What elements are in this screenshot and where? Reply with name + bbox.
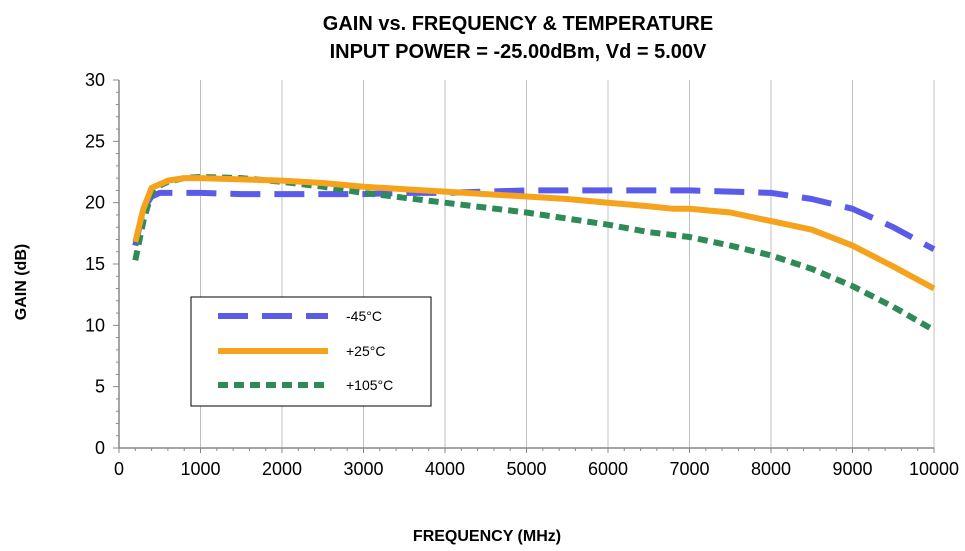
x-tick-label: 3000	[343, 459, 383, 479]
x-tick-label: 10000	[909, 459, 959, 479]
legend-label-minus45c: -45°C	[346, 308, 382, 324]
legend-label-plus25c: +25°C	[346, 343, 385, 359]
x-tick-label: 9000	[832, 459, 872, 479]
x-tick-label: 5000	[506, 459, 546, 479]
x-tick-label: 0	[114, 459, 124, 479]
y-tick-label: 0	[95, 438, 105, 458]
y-tick-label: 5	[95, 377, 105, 397]
legend: -45°C +25°C +105°C	[190, 296, 432, 407]
tick-labels: 0 1000 2000 3000 4000 5000 6000 7000 8000 9000 100…	[85, 70, 959, 479]
x-tick-label: 1000	[180, 459, 220, 479]
y-tick-label: 10	[85, 315, 105, 335]
y-tick-label: 25	[85, 131, 105, 151]
x-tick-label: 6000	[588, 459, 628, 479]
chart-title: GAIN vs. FREQUENCY & TEMPERATURE	[323, 13, 713, 35]
legend-label-plus105c: +105°C	[346, 377, 393, 393]
y-tick-label: 15	[85, 254, 105, 274]
chart-subtitle: INPUT POWER = -25.00dBm, Vd = 5.00V	[330, 41, 707, 63]
y-axis-title: GAIN (dB)	[13, 244, 30, 320]
x-tick-label: 2000	[262, 459, 302, 479]
axes	[113, 79, 935, 453]
x-tick-label: 8000	[751, 459, 791, 479]
y-tick-label: 30	[85, 70, 105, 90]
x-axis-title: FREQUENCY (MHz)	[413, 528, 561, 545]
series-line-minus45c	[132, 187, 936, 252]
series-lines	[132, 173, 936, 333]
y-tick-label: 20	[85, 193, 105, 213]
x-tick-label: 4000	[425, 459, 465, 479]
series-line-plus25c	[132, 175, 936, 292]
grid	[200, 80, 935, 448]
x-tick-label: 7000	[669, 459, 709, 479]
